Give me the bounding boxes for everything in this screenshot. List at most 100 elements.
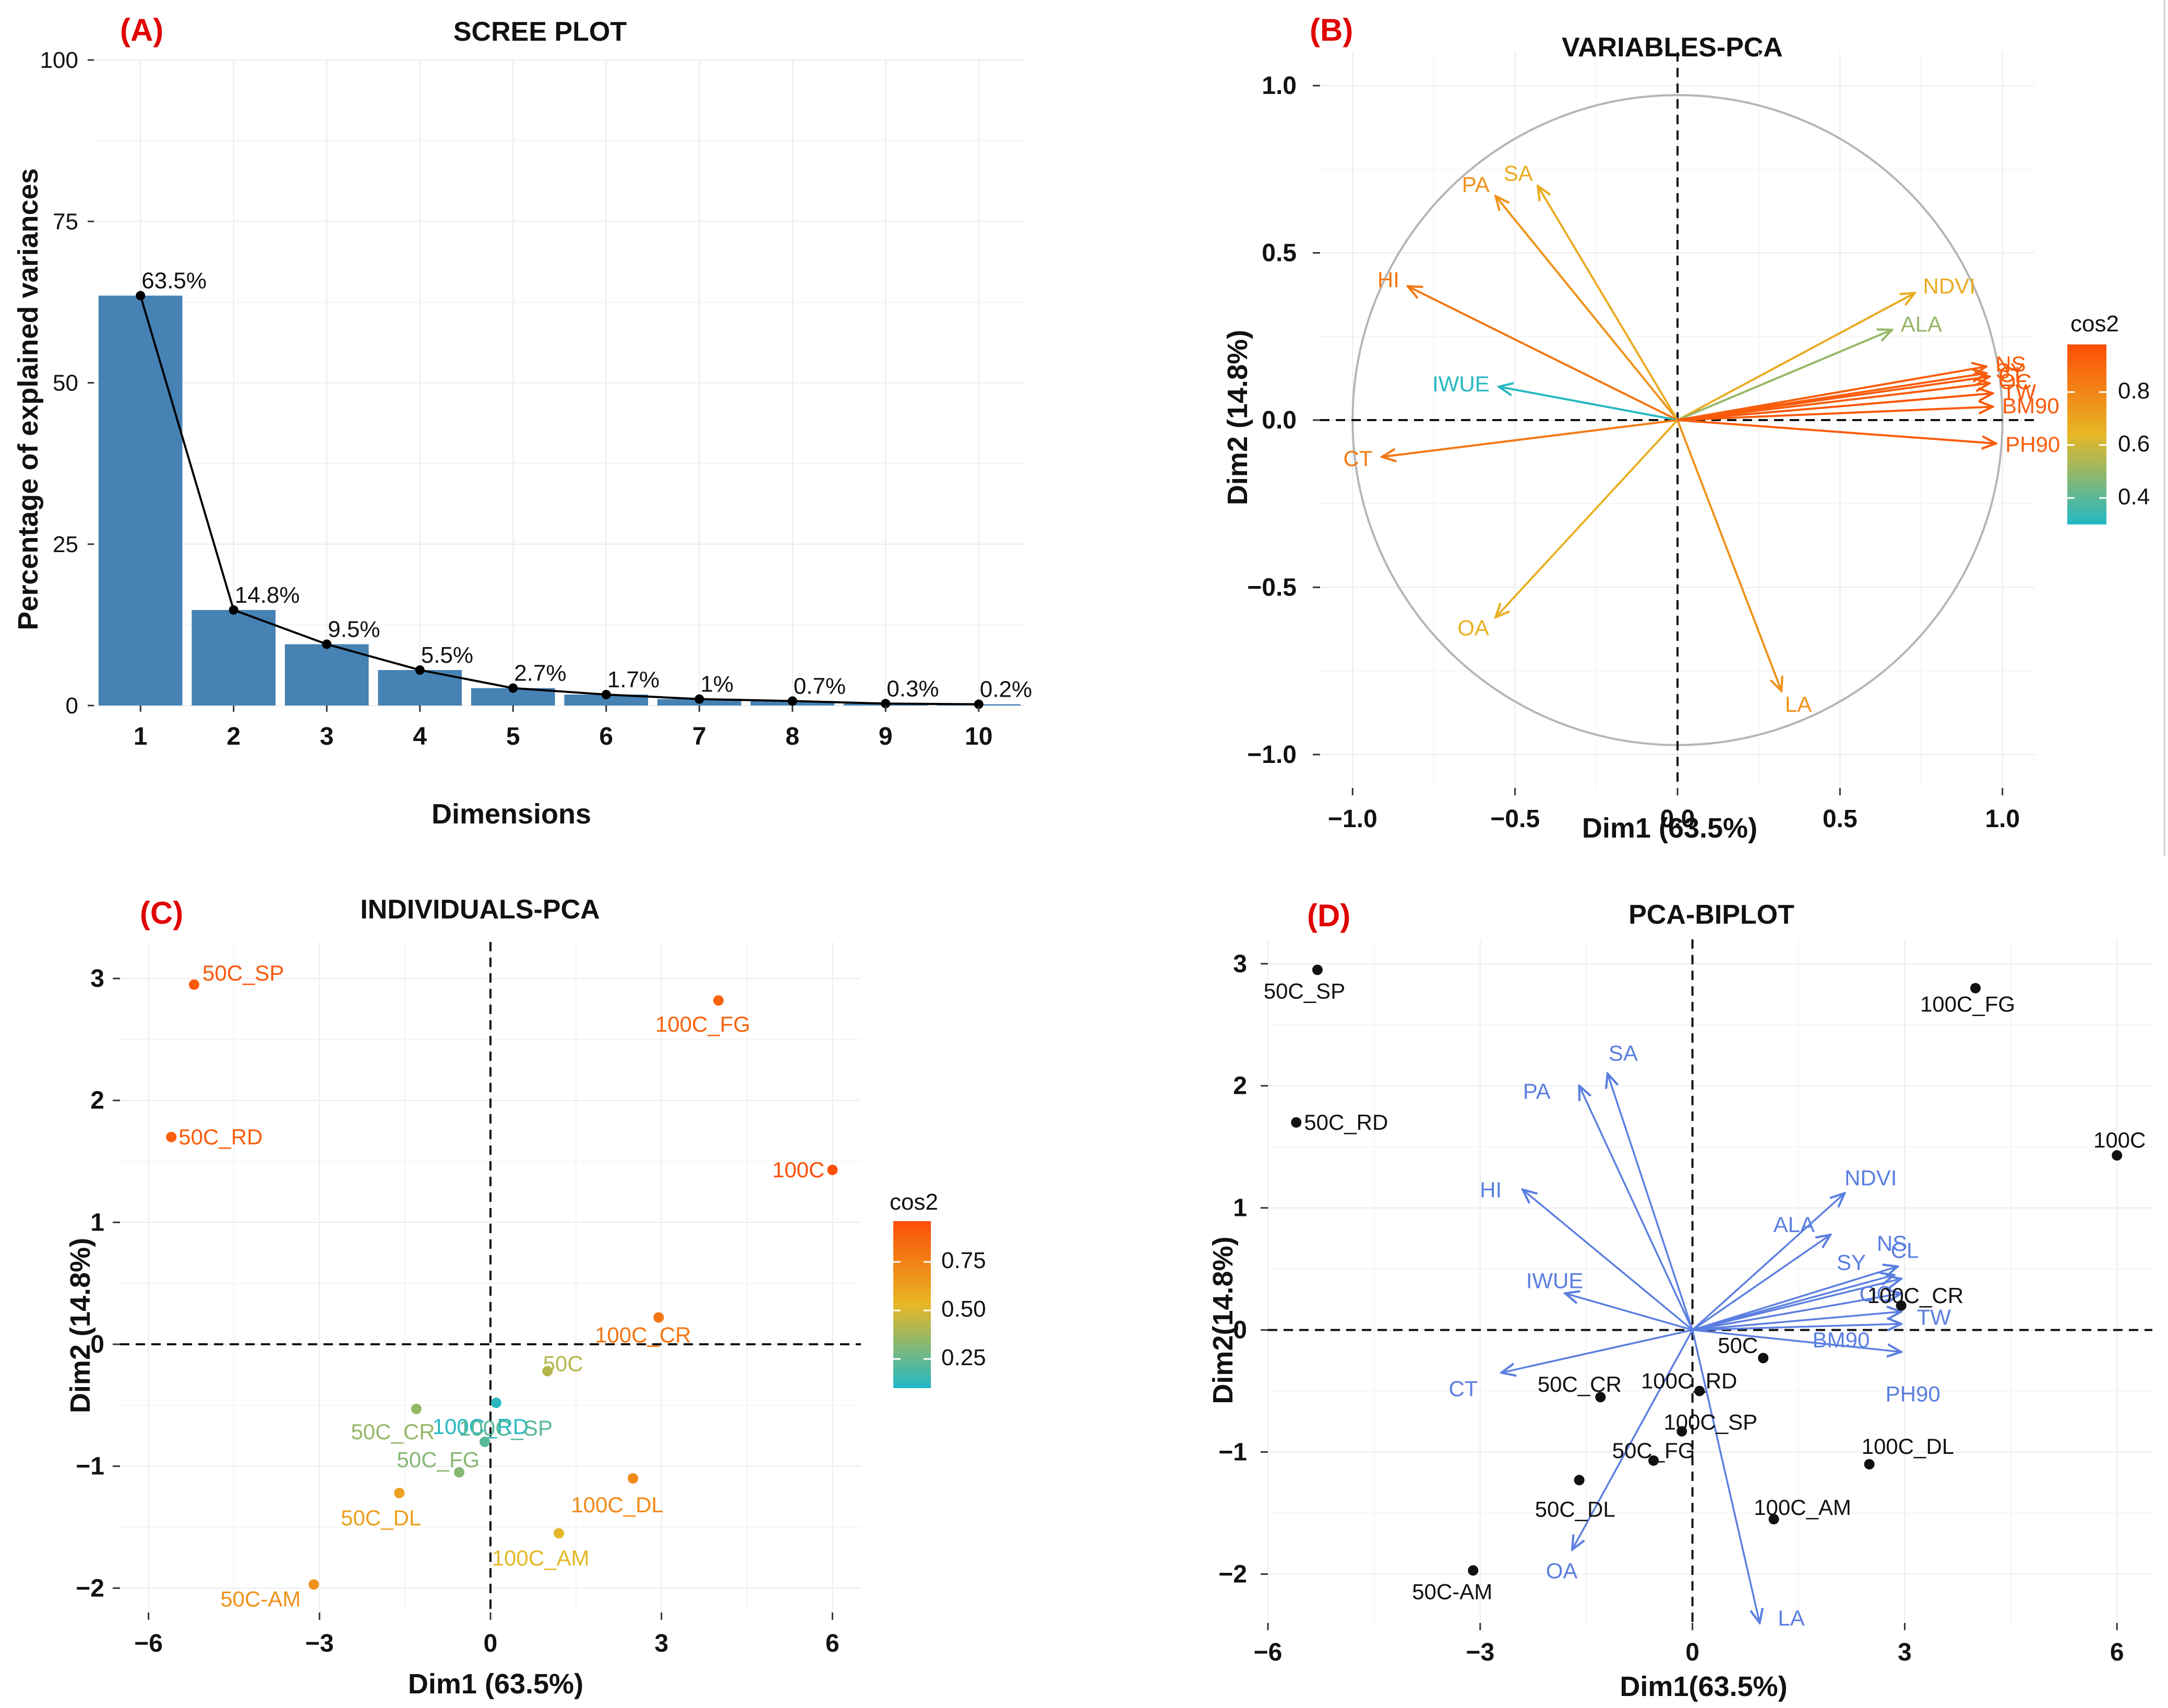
pca-biplot-panel: (D) PCA-BIPLOT Dim1(63.5%) Dim2(14.8%) −…	[1207, 898, 2152, 1702]
biplot-individual-label: 50C_DL	[1535, 1497, 1615, 1521]
biplot-variable-label-sa: SA	[1609, 1041, 1638, 1065]
scree-x-tick-label: 10	[965, 723, 992, 750]
biplot-individual-point	[1758, 1353, 1769, 1364]
scree-point	[881, 699, 891, 709]
variable-arrow-cl	[1677, 377, 1990, 421]
scree-point	[322, 639, 332, 649]
individual-label: 50C_FG	[397, 1447, 480, 1472]
variable-label-oa: OA	[1457, 615, 1489, 640]
biplot-arrow-hi	[1523, 1190, 1693, 1331]
cos2-legend-tick-label: 0.4	[2118, 484, 2150, 509]
biplot-y-tick-label: 2	[1233, 1072, 1247, 1100]
variable-label-iwue: IWUE	[1432, 372, 1490, 396]
scree-y-tick-label: 75	[53, 209, 78, 234]
biplot-individual-point	[1648, 1455, 1659, 1466]
variables-y-axis-label: Dim2 (14.8%)	[1222, 330, 1253, 505]
individual-label: 50C	[543, 1351, 583, 1376]
individual-label: 50C_SP	[202, 961, 284, 985]
biplot-x-tick-label: −3	[1466, 1639, 1494, 1666]
scree-value-label: 1%	[700, 672, 734, 697]
variable-arrow-ns	[1677, 366, 1986, 421]
biplot-individual-point	[1595, 1392, 1606, 1403]
individuals-y-tick-label: 1	[90, 1209, 104, 1236]
variable-arrow-hi	[1408, 286, 1678, 421]
scree-x-tick-label: 7	[692, 723, 706, 750]
variable-label-oc: OC	[1999, 369, 2032, 393]
scree-value-label: 1.7%	[607, 667, 660, 692]
cos2-legend-tick-label: 0.50	[941, 1296, 986, 1322]
variable-arrow-bm90	[1677, 407, 1993, 421]
individual-point	[628, 1473, 639, 1484]
biplot-individual-point	[1312, 964, 1323, 975]
biplot-variable-label-oc: OC	[1860, 1281, 1892, 1306]
individuals-y-axis-label: Dim2 (14.8%)	[65, 1238, 96, 1413]
individual-point	[411, 1403, 422, 1414]
scree-value-label: 2.7%	[514, 661, 566, 686]
biplot-arrow-ct	[1501, 1329, 1693, 1373]
variables-y-tick-label: −1.0	[1247, 741, 1297, 769]
biplot-x-tick-label: 0	[1685, 1639, 1699, 1666]
panel-label-a: (A)	[120, 13, 163, 47]
biplot-y-tick-label: 3	[1233, 950, 1247, 978]
variable-label-pa: PA	[1462, 172, 1490, 197]
individual-label: 100C_AM	[492, 1546, 590, 1570]
biplot-individual-point	[1970, 983, 1981, 994]
biplot-y-tick-label: −2	[1218, 1560, 1247, 1588]
biplot-individual-label: 100C_FG	[1920, 992, 2015, 1017]
variables-x-tick-label: −1.0	[1328, 805, 1378, 833]
variables-x-tick-label: −0.5	[1490, 805, 1540, 833]
variable-arrow-iwue	[1499, 387, 1678, 421]
scree-value-label: 63.5%	[141, 268, 207, 294]
scree-x-tick-label: 1	[134, 723, 148, 750]
variable-arrow-ct	[1382, 419, 1678, 457]
individual-label: 100C_CR	[595, 1323, 691, 1347]
variable-arrow-pa	[1495, 196, 1679, 421]
variable-arrow-oc	[1677, 384, 1990, 421]
variable-label-la: LA	[1785, 692, 1812, 716]
biplot-individual-label: 100C_CR	[1867, 1283, 1963, 1308]
individuals-x-tick-label: 0	[484, 1630, 498, 1657]
variable-arrow-ph90	[1677, 419, 1996, 444]
biplot-individual-label: 100C_AM	[1754, 1495, 1851, 1520]
variables-x-tick-label: 0.5	[1823, 805, 1858, 833]
scree-y-tick-label: 100	[40, 47, 78, 73]
scree-line	[139, 295, 979, 706]
pca-biplot-title: PCA-BIPLOT	[1628, 900, 1794, 930]
biplot-x-tick-label: 6	[2110, 1639, 2124, 1666]
biplot-individual-label: 100C_SP	[1663, 1410, 1757, 1435]
individuals-x-axis-label: Dim1 (63.5%)	[408, 1668, 583, 1700]
scree-y-axis-label: Percentage of explained variances	[13, 168, 44, 630]
biplot-individual-point	[1694, 1385, 1705, 1396]
scree-y-tick-label: 50	[53, 371, 78, 396]
biplot-variable-label-la: LA	[1778, 1606, 1804, 1630]
individuals-y-tick-label: 3	[90, 965, 104, 993]
biplot-variable-label-iwue: IWUE	[1526, 1268, 1584, 1293]
biplot-arrow-cl	[1692, 1279, 1901, 1331]
variables-pca-panel: (B) VARIABLES-PCA Dim1 (63.5%) Dim2 (14.…	[1222, 13, 2150, 844]
variables-x-tick-label: 0.0	[1660, 805, 1695, 833]
scree-point	[787, 696, 797, 706]
scree-x-tick-label: 6	[599, 723, 613, 750]
individual-point	[453, 1467, 464, 1478]
cos2-legend-tick-label: 0.25	[941, 1345, 986, 1370]
scree-bar	[191, 610, 276, 706]
individual-label: 50C-AM	[220, 1586, 301, 1611]
biplot-arrow-iwue	[1565, 1293, 1693, 1331]
variables-y-tick-label: −0.5	[1247, 574, 1297, 601]
biplot-individual-label: 50C_RD	[1304, 1110, 1388, 1134]
variables-x-axis-label: Dim1 (63.5%)	[1582, 813, 1757, 844]
variable-label-ct: CT	[1343, 446, 1372, 471]
biplot-individual-point	[1468, 1565, 1479, 1576]
biplot-individual-label: 100C_DL	[1862, 1434, 1954, 1459]
cos2-legend-tick-label: 0.6	[2118, 431, 2150, 457]
biplot-variable-label-hi: HI	[1480, 1178, 1502, 1202]
scree-bar	[284, 644, 369, 706]
scree-y-tick-label: 25	[53, 532, 78, 557]
cos2-legend-bar	[2067, 344, 2106, 524]
individuals-x-tick-label: −6	[134, 1630, 163, 1657]
individuals-y-tick-label: 2	[90, 1087, 104, 1115]
biplot-individual-point	[1676, 1426, 1687, 1437]
biplot-variable-label-ct: CT	[1448, 1376, 1478, 1401]
scree-point	[694, 694, 704, 704]
cos2-legend-bar	[893, 1221, 931, 1388]
